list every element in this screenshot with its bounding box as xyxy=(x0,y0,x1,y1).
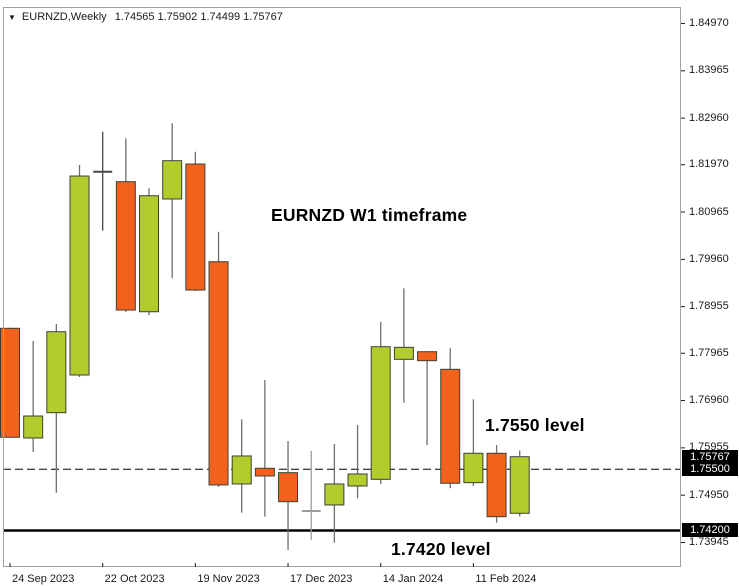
x-tick-label: 17 Dec 2023 xyxy=(290,573,353,585)
price-box-upper-level: 1.75500 xyxy=(682,462,738,477)
candle-body-bear xyxy=(440,368,461,484)
candle-body-bull xyxy=(347,473,368,487)
y-tick-label: 1.82960 xyxy=(689,111,729,124)
x-tick-label: 19 Nov 2023 xyxy=(197,573,260,585)
candle-body-bull xyxy=(46,331,67,414)
annotation-timeframe: EURNZD W1 timeframe xyxy=(271,205,468,225)
y-tick-label: 1.84970 xyxy=(689,17,729,30)
x-tick-label: 14 Jan 2024 xyxy=(382,573,444,585)
plot-frame xyxy=(3,7,681,567)
candle-body-bear xyxy=(0,327,20,438)
y-tick-label: 1.79960 xyxy=(689,252,729,265)
ohlc-readout: 1.74565 1.75902 1.74499 1.75767 xyxy=(114,11,283,23)
candle-body-bear xyxy=(115,181,136,311)
price-axis[interactable]: 1.84970 1.83965 1.82960 1.81970 1.80965 1.799… xyxy=(681,0,739,567)
candle-body-bear xyxy=(278,472,299,503)
candle-body-bull xyxy=(370,346,391,480)
x-tick-label: 22 Oct 2023 xyxy=(104,573,165,585)
candle-body-bull xyxy=(139,195,160,313)
candle-body-bull xyxy=(509,456,530,514)
candle-body-bear xyxy=(185,163,206,291)
candle-body-bull xyxy=(23,415,44,439)
candle-body-bull xyxy=(231,455,252,485)
candle-body-bull xyxy=(69,175,90,376)
time-axis[interactable]: 24 Sep 2023 22 Oct 2023 19 Nov 2023 17 Dec … xyxy=(0,567,681,586)
y-tick-label: 1.76960 xyxy=(689,394,729,407)
symbol-name: EURNZD,Weekly xyxy=(21,11,107,23)
chevron-down-icon[interactable]: ▼ xyxy=(8,12,16,22)
y-tick-label: 1.81970 xyxy=(689,158,729,171)
x-tick-label: 24 Sep 2023 xyxy=(12,573,75,585)
candle-body-bear xyxy=(254,467,275,477)
annotation-upper-level: 1.7550 level xyxy=(485,415,585,435)
y-tick-label: 1.73945 xyxy=(689,535,729,548)
price-box-lower-level: 1.74200 xyxy=(682,523,738,538)
x-tick-label: 11 Feb 2024 xyxy=(475,573,537,585)
y-tick-label: 1.80965 xyxy=(689,205,729,218)
annotation-lower-level: 1.7420 level xyxy=(391,539,491,559)
candle-body-bull xyxy=(393,346,414,360)
candle-body-bear xyxy=(417,351,438,362)
candle-body-bear xyxy=(486,452,507,518)
y-tick-label: 1.77965 xyxy=(689,346,729,359)
price-box-current: 1.75767 xyxy=(682,449,738,464)
candle-body-bear xyxy=(208,261,229,486)
y-tick-label: 1.74950 xyxy=(689,488,729,501)
candle-body-bull xyxy=(324,483,345,506)
y-tick-label: 1.78955 xyxy=(689,300,729,313)
candle-body-bull xyxy=(162,160,183,200)
y-tick-label: 1.83965 xyxy=(689,64,729,77)
symbol-title: ▼ EURNZD,Weekly 1.74565 1.75902 1.74499 … xyxy=(8,11,283,23)
candle-body-bull xyxy=(463,452,484,484)
